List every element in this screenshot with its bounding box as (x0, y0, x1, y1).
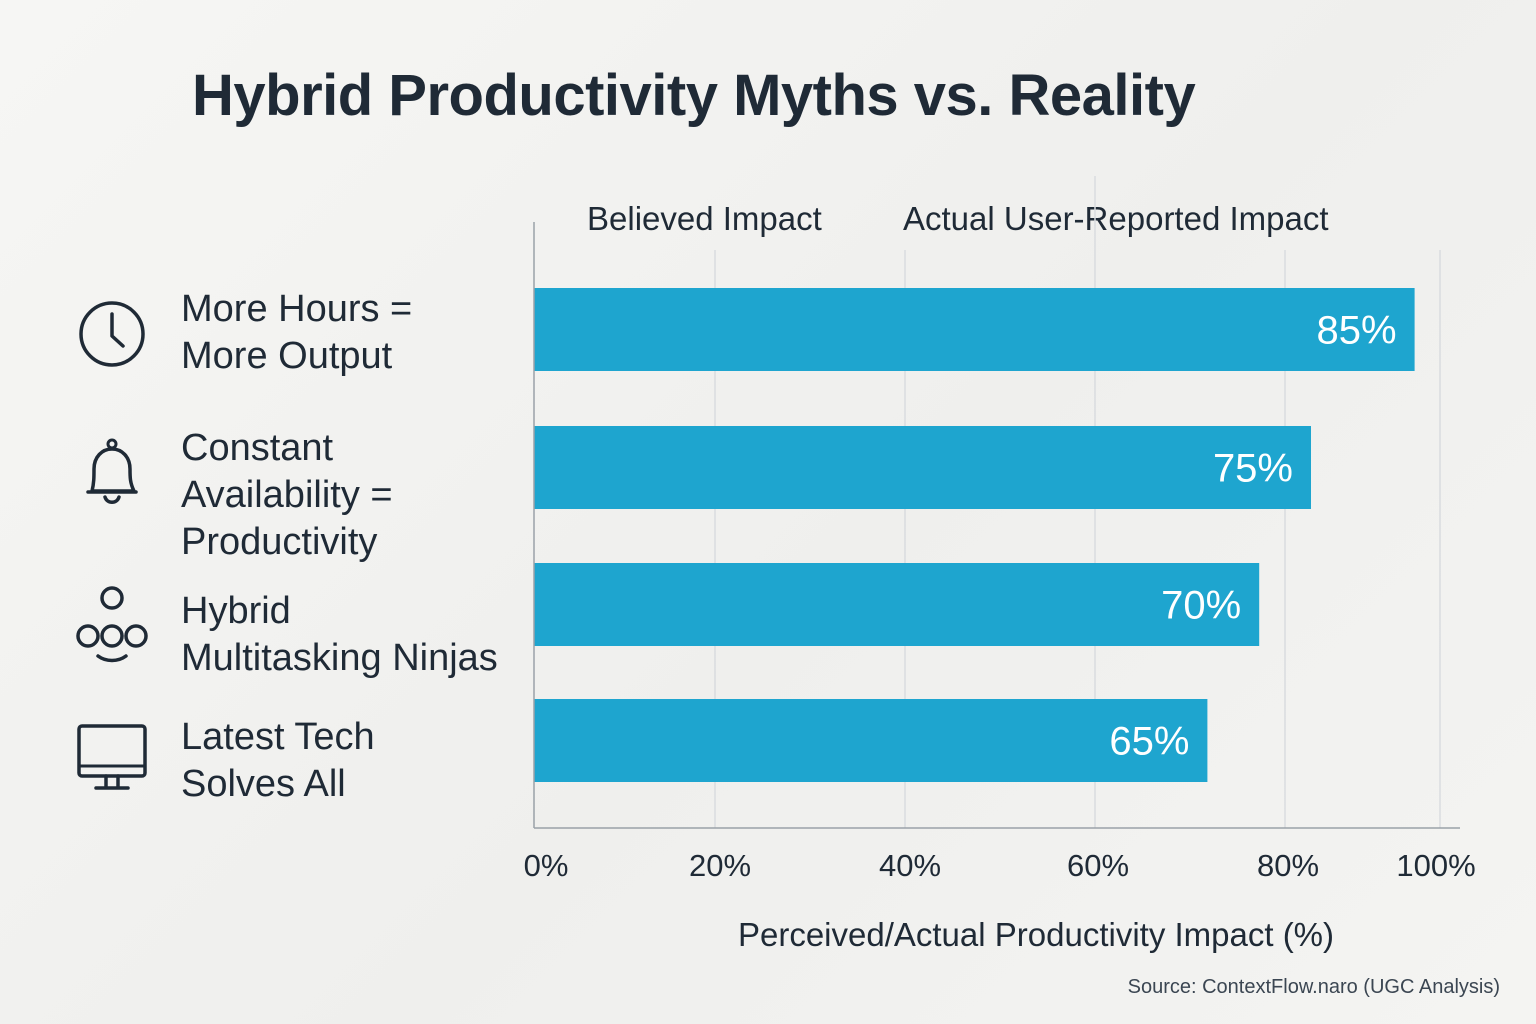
monitor-icon (77, 724, 147, 790)
category-label-multitasking: Hybrid Multitasking Ninjas (181, 590, 498, 679)
category-label-constant-availability: Constant Availability = Productivity (181, 427, 393, 563)
axes (533, 222, 1460, 829)
category-row-latest-tech: Latest Tech Solves All (76, 712, 526, 832)
x-axis-title: Perceived/Actual Productivity Impact (%) (738, 916, 1334, 953)
bar-4 (534, 699, 1208, 782)
bars: 85% 75% 70% 65% (534, 288, 1415, 782)
category-label-more-hours: More Hours = More Output (181, 288, 413, 377)
x-tick-labels: 0% 20% 40% 60% 80% 100% (524, 848, 1476, 883)
chart-title: Hybrid Productivity Myths vs. Reality (192, 63, 1196, 128)
category-row-constant-availability: Constant Availability = Productivity (76, 425, 526, 563)
source-note: Source: ContextFlow.naro (UGC Analysis) (1127, 976, 1500, 998)
bar-value-label: 65% (1109, 720, 1189, 764)
bar-value-label: 85% (1317, 309, 1397, 353)
category-row-multitasking: Hybrid Multitasking Ninjas (76, 584, 526, 704)
juggling-icon (76, 586, 148, 663)
x-tick-label: 60% (1067, 848, 1129, 883)
bar-2 (534, 426, 1311, 509)
legend-actual-impact: Actual User-Reported Impact (903, 200, 1329, 237)
x-tick-label: 0% (524, 848, 569, 883)
x-tick-label: 20% (689, 848, 751, 883)
legend-believed-impact: Believed Impact (587, 200, 822, 237)
x-tick-label: 80% (1257, 848, 1319, 883)
x-tick-label: 100% (1396, 848, 1475, 883)
bar-value-label: 75% (1213, 447, 1293, 491)
bar-1 (534, 288, 1415, 371)
clock-icon (79, 301, 145, 367)
bar-value-label: 70% (1161, 584, 1241, 628)
category-label-latest-tech: Latest Tech Solves All (181, 716, 375, 805)
category-row-more-hours: More Hours = More Output (76, 282, 526, 402)
bar-3 (534, 563, 1260, 646)
x-tick-label: 40% (879, 848, 941, 883)
bell-icon (86, 438, 138, 504)
